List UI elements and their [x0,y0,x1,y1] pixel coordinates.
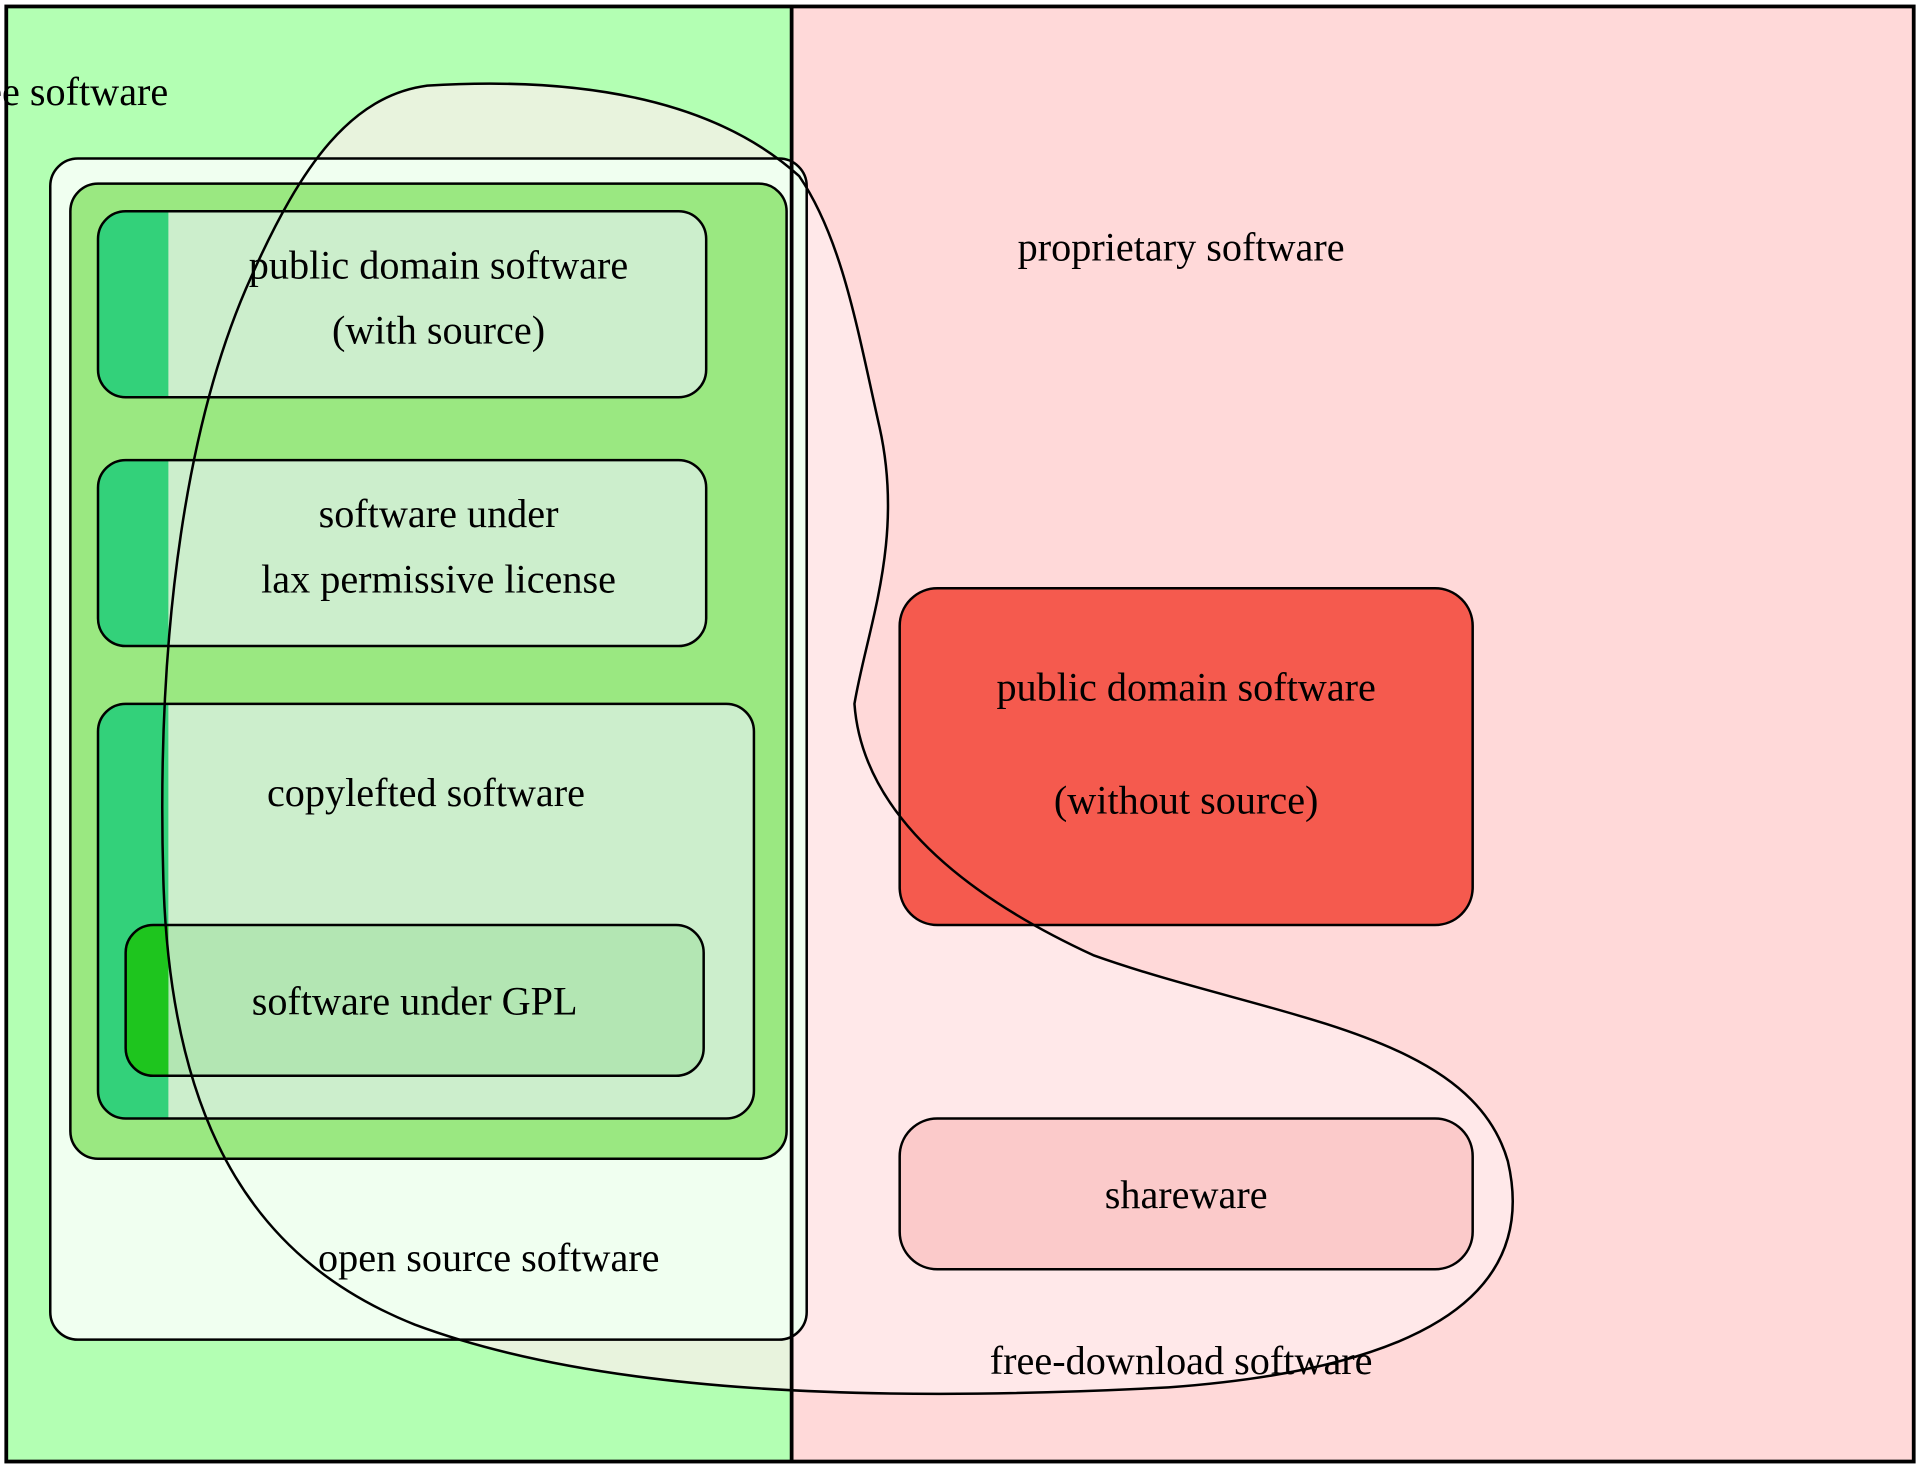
public-domain-without-source-box [900,588,1473,925]
copylefted-label: copylefted software [267,770,585,815]
gpl-label: software under GPL [252,979,578,1024]
public-domain-without-source-label-2: (without source) [1054,778,1319,823]
public-domain-with-source-box [98,211,706,397]
public-domain-without-source-label-1: public domain software [996,664,1375,709]
lax-license-label-1: software under [319,491,560,536]
open-source-software-label: open source software [318,1235,659,1280]
shareware-label: shareware [1105,1172,1268,1217]
proprietary-software-label: proprietary software [1018,225,1345,270]
software-categories-venn: free software proprietary software open … [0,0,1920,1468]
public-domain-with-source-label-1: public domain software [249,242,628,287]
lax-license-label-2: lax permissive license [261,556,616,601]
public-domain-with-source-label-2: (with source) [332,308,545,353]
free-software-label: free software [0,69,168,114]
free-download-label: free-download software [990,1338,1373,1383]
